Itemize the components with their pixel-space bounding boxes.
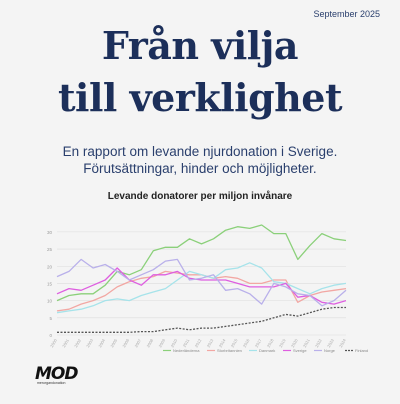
- x-tick-label: 2012: [194, 337, 203, 348]
- y-tick-label: 20: [47, 264, 53, 269]
- legend-label: Danmark: [259, 348, 275, 353]
- page-title-line-1: Från vilja: [101, 23, 299, 68]
- mod-logo: MOD merorgandonation: [35, 364, 78, 386]
- x-tick-label: 2023: [326, 337, 335, 348]
- x-tick-label: 2021: [302, 337, 311, 348]
- legend-label: Norge: [324, 348, 336, 353]
- x-tick-label: 2002: [73, 337, 82, 348]
- x-tick-label: 2007: [133, 337, 142, 348]
- x-tick-label: 2013: [206, 337, 215, 348]
- series-line-danmark: [56, 262, 347, 314]
- x-tick-label: 2016: [242, 337, 251, 348]
- y-tick-label: 25: [47, 247, 53, 252]
- legend-label: Finland: [355, 348, 368, 353]
- report-date: September 2025: [313, 9, 380, 19]
- x-tick-label: 2022: [314, 337, 323, 348]
- x-tick-label: 2009: [157, 337, 166, 348]
- y-tick-label: 5: [49, 316, 52, 321]
- legend-label: Sverige: [293, 348, 307, 353]
- chart-title: Levande donatorer per miljon invånare: [107, 191, 293, 202]
- x-tick-label: 2005: [109, 337, 118, 348]
- x-tick-label: 2010: [169, 337, 178, 348]
- legend-label: Nederländerna: [173, 348, 200, 353]
- x-tick-label: 2018: [266, 337, 275, 348]
- donor-line-chart: 0 5 10 15 20 25 30 2000 2001 2002 2003 2004 2005 2006…: [47, 224, 368, 353]
- y-tick-label: 30: [47, 230, 53, 235]
- y-tick-label: 0: [49, 333, 52, 338]
- x-tick-label: 2008: [145, 337, 154, 348]
- x-tick-label: 2019: [278, 337, 287, 348]
- subtitle-line-2: Förutsättningar, hinder och möjligheter.: [83, 161, 317, 176]
- series-line-sverige: [56, 267, 347, 305]
- x-tick-label: 2020: [290, 337, 299, 348]
- x-tick-label: 2004: [97, 337, 106, 348]
- subtitle-line-1: En rapport om levande njurdonation i Sve…: [62, 144, 338, 159]
- logo-subtext: merorgandonation: [37, 381, 66, 385]
- y-tick-label: 15: [47, 281, 53, 286]
- y-tick-label: 10: [47, 299, 53, 304]
- x-tick-label: 2006: [121, 337, 130, 348]
- x-tick-label: 2014: [218, 337, 227, 348]
- legend-label: Storbritannien: [217, 348, 242, 353]
- x-tick-label: 2017: [254, 337, 263, 348]
- logo-mark: MOD: [35, 364, 78, 384]
- x-tick-label: 2000: [49, 337, 58, 348]
- series-line-norge: [56, 258, 347, 307]
- x-tick-label: 2001: [61, 337, 70, 348]
- x-tick-label: 2024: [338, 337, 347, 348]
- page-title-line-2: till verklighet: [58, 75, 343, 120]
- series-line-finland: [57, 306, 346, 333]
- series-line-nederländerna: [56, 224, 347, 302]
- x-tick-label: 2011: [182, 337, 191, 348]
- x-tick-label: 2015: [230, 337, 239, 348]
- x-tick-label: 2003: [85, 337, 94, 348]
